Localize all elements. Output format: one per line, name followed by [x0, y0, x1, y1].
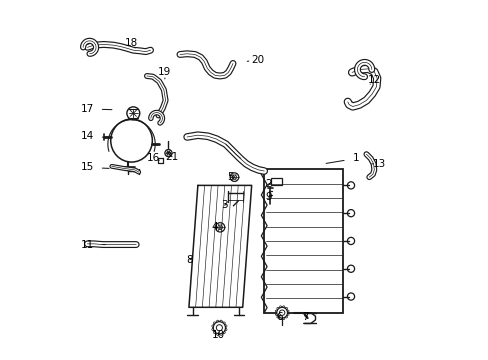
Text: 12: 12	[367, 75, 380, 85]
Text: 3: 3	[221, 200, 227, 210]
Text: 21: 21	[165, 152, 178, 162]
Circle shape	[217, 225, 222, 230]
Text: 14: 14	[81, 131, 109, 141]
Circle shape	[166, 151, 170, 155]
Text: 5: 5	[226, 172, 233, 182]
Text: 17: 17	[81, 104, 112, 114]
Bar	[271, 178, 282, 185]
Circle shape	[232, 175, 236, 179]
Circle shape	[216, 325, 222, 331]
Circle shape	[276, 307, 287, 318]
Circle shape	[346, 293, 354, 300]
Circle shape	[346, 265, 354, 273]
Circle shape	[213, 321, 225, 334]
Text: 1: 1	[325, 153, 358, 163]
Ellipse shape	[110, 119, 152, 162]
Text: 18: 18	[125, 38, 138, 48]
Text: 7: 7	[302, 312, 308, 322]
Bar	[264, 169, 343, 313]
Text: 11: 11	[81, 239, 105, 249]
Text: 2: 2	[265, 179, 272, 189]
Text: 16: 16	[146, 153, 160, 163]
Text: 10: 10	[212, 330, 225, 340]
Text: 13: 13	[371, 159, 385, 169]
Circle shape	[279, 310, 285, 315]
Text: 9: 9	[265, 192, 272, 202]
Text: 6: 6	[276, 312, 283, 322]
Circle shape	[346, 237, 354, 244]
Circle shape	[346, 210, 354, 217]
Circle shape	[164, 149, 172, 157]
Text: 20: 20	[247, 55, 264, 65]
Circle shape	[126, 107, 140, 120]
Circle shape	[346, 182, 354, 189]
Circle shape	[215, 223, 224, 232]
Text: 4: 4	[211, 222, 217, 232]
Text: 15: 15	[81, 162, 109, 172]
Circle shape	[230, 173, 238, 181]
Text: 8: 8	[186, 255, 193, 265]
Text: 19: 19	[158, 67, 171, 79]
